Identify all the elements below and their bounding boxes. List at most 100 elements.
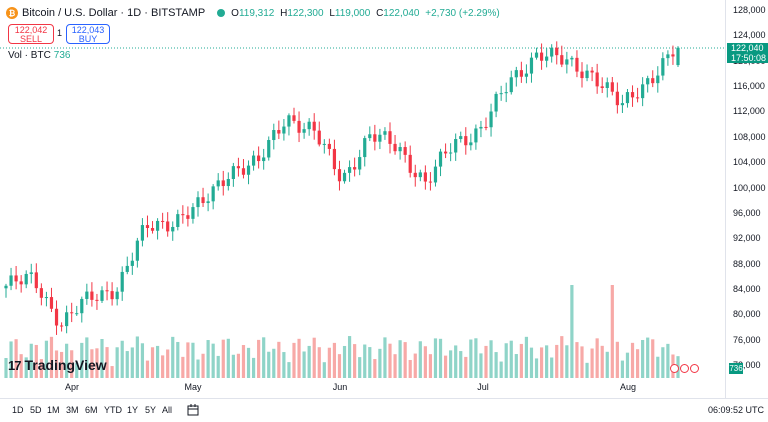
candle-body	[509, 77, 513, 93]
month-label: May	[184, 382, 202, 392]
candle-body	[605, 82, 609, 89]
volume-bar	[646, 337, 650, 378]
volume-axis-tag: 736	[729, 363, 743, 374]
candle-body	[484, 126, 488, 128]
candle-body	[14, 275, 18, 282]
sell-button[interactable]: 122,042 SELL	[8, 24, 54, 44]
volume-bar	[267, 351, 271, 378]
volume-bar	[120, 340, 124, 378]
timeframe-button[interactable]: 1D	[12, 405, 24, 415]
candle-body	[105, 290, 109, 292]
bitcoin-icon: ₿	[6, 7, 18, 19]
volume-bar	[145, 360, 150, 378]
price-tick: 96,000	[733, 207, 761, 218]
volume-bar	[398, 340, 402, 378]
volume-bar	[176, 341, 180, 378]
volume-bar	[454, 345, 458, 378]
candle-body	[80, 298, 84, 314]
time-axis[interactable]: Apr May Jun Jul Aug	[0, 378, 725, 394]
volume-bar	[529, 347, 534, 378]
volume-bar	[565, 345, 569, 378]
volume-bar	[630, 342, 635, 378]
candle-body	[4, 285, 8, 289]
volume-bar	[140, 343, 145, 378]
tradingview-logo[interactable]: 17 TradingView	[8, 357, 107, 373]
event-icon[interactable]	[680, 364, 689, 373]
event-icon[interactable]	[670, 364, 679, 373]
buy-button[interactable]: 122,043 BUY	[66, 24, 110, 44]
symbol-title[interactable]: Bitcoin / U.S. Dollar · 1D · BITSTAMP	[22, 7, 206, 19]
candle-body	[287, 115, 291, 127]
candle-body	[408, 154, 412, 173]
volume-bar	[231, 354, 235, 378]
candle-body	[555, 47, 559, 56]
event-icon[interactable]	[690, 364, 699, 373]
volume-bar	[489, 340, 493, 378]
volume-bar	[545, 345, 549, 378]
low-value: 119,000	[334, 7, 371, 19]
candle-body	[302, 129, 306, 133]
timeframe-button[interactable]: 5Y	[145, 405, 157, 415]
volume-bar	[595, 338, 599, 378]
volume-bar	[464, 356, 468, 378]
timeframe-button[interactable]: YTD	[104, 405, 122, 415]
volume-bar	[236, 353, 241, 378]
timeframe-button[interactable]: 3M	[66, 405, 79, 415]
events-markers[interactable]	[670, 364, 699, 373]
volume-bar	[580, 346, 584, 378]
candle-body	[251, 155, 256, 166]
volume-bar	[504, 343, 508, 378]
calendar-icon[interactable]	[187, 404, 199, 416]
candle-body	[620, 103, 625, 106]
price-chart[interactable]	[0, 0, 725, 378]
volume-bar	[519, 343, 523, 378]
candle-body	[575, 57, 579, 72]
candle-body	[140, 225, 145, 241]
candle-body	[403, 147, 407, 155]
volume-bar	[44, 340, 49, 378]
volume-bar	[105, 347, 109, 378]
volume-bar	[95, 348, 99, 378]
volume-bar	[307, 345, 311, 378]
volume-bar	[327, 347, 331, 378]
volume-bar	[494, 352, 498, 378]
price-tick: 128,000	[733, 5, 766, 15]
timeframe-button[interactable]: 1Y	[127, 405, 139, 415]
volume-bar	[585, 362, 589, 378]
candle-body	[196, 197, 200, 208]
candle-body	[590, 70, 594, 73]
utc-clock[interactable]: 06:09:52 UTC	[708, 405, 765, 415]
timeframe-button[interactable]: 6M	[85, 405, 98, 415]
volume-bar	[620, 360, 625, 378]
candle-body	[161, 220, 165, 222]
candle-body	[120, 271, 124, 292]
candle-body	[676, 47, 680, 66]
volume-bar	[469, 339, 473, 378]
volume-legend[interactable]: Vol · BTC 736	[8, 50, 70, 61]
volume-bar	[524, 336, 529, 378]
volume-bar	[246, 347, 251, 378]
volume-bar	[110, 366, 114, 378]
axis-separator	[725, 0, 726, 398]
volume-bar	[393, 354, 397, 378]
volume-bar	[155, 345, 160, 378]
bar-countdown: 17:50:08	[731, 53, 767, 63]
candle-body	[272, 130, 276, 141]
volume-bar	[70, 350, 74, 378]
volume-bar	[499, 361, 503, 378]
candle-body	[418, 172, 422, 178]
price-tick: 116,000	[733, 81, 765, 92]
candle-body	[494, 93, 498, 112]
candle-body	[600, 86, 604, 89]
timeframe-button[interactable]: 1M	[47, 405, 60, 415]
timeframe-button[interactable]: 5D	[30, 405, 42, 415]
candle-body	[277, 130, 281, 134]
candle-body	[666, 54, 670, 59]
volume-bar	[150, 347, 155, 378]
candle-body	[181, 214, 185, 216]
candle-body	[595, 72, 599, 87]
volume-bar	[423, 346, 427, 378]
volume-bar	[257, 339, 261, 378]
timeframe-button[interactable]: All	[162, 405, 173, 415]
volume-bar	[337, 354, 342, 378]
